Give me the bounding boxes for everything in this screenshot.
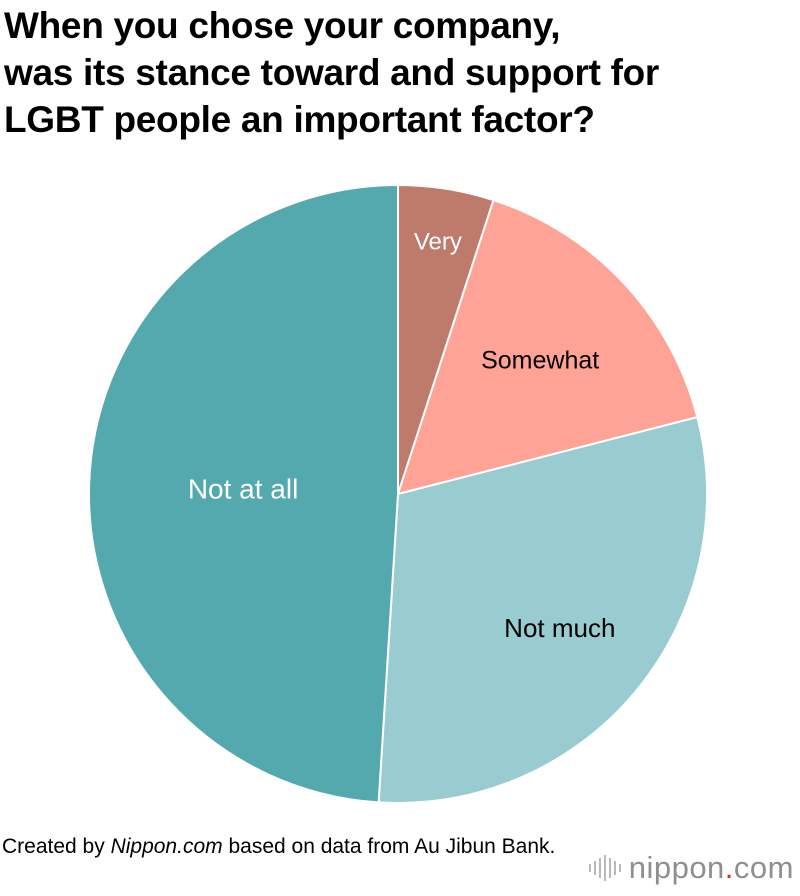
logo-wordmark: nippon.com — [629, 850, 794, 886]
logo-tld: com — [733, 850, 794, 885]
logo-name: nippon — [628, 850, 725, 885]
chart-title-line-3: LGBT people an important factor? — [4, 99, 595, 140]
chart-title-line-1: When you chose your company, — [4, 5, 561, 46]
source-credit: Created by Nippon.com based on data from… — [2, 833, 562, 860]
pie-label-very: Very — [414, 229, 462, 256]
pie-label-not-much: Not much — [504, 613, 615, 643]
credit-suffix: based on data from Au Jibun Bank. — [222, 835, 556, 858]
logo-dot: . — [724, 850, 734, 885]
pie-label-not-at-all: Not at all — [188, 474, 299, 505]
pie-slice-not-much — [377, 415, 708, 804]
credit-source: Nippon.com — [110, 835, 223, 858]
pie-label-somewhat: Somewhat — [481, 347, 599, 375]
chart-title-line-2: was its stance toward and support for — [4, 52, 660, 93]
credit-prefix: Created by — [2, 835, 111, 858]
pie-slice-not-at-all — [88, 183, 399, 804]
pie-slice-somewhat — [396, 198, 699, 496]
chart-title: When you chose your company, was its sta… — [4, 2, 784, 143]
nippon-logo: nippon.com — [588, 850, 794, 886]
logo-bars-icon — [588, 855, 621, 881]
